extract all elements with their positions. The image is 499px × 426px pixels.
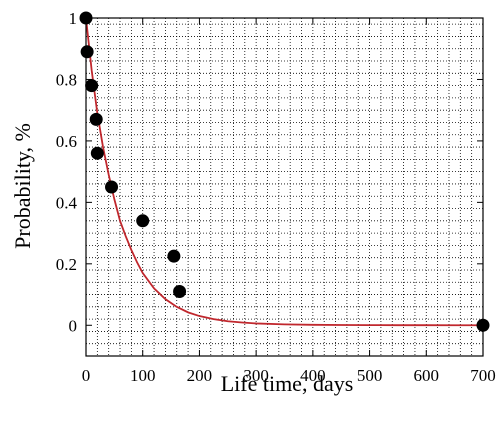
x-tick-label: 400 [300,366,326,385]
x-tick-label: 700 [470,366,496,385]
y-axis-title: Probability, % [10,123,35,249]
data-point [173,284,187,298]
x-tick-label: 0 [82,366,91,385]
x-tick-labels: 0 100 200 300 400 500 600 700 [82,366,496,385]
y-tick-label: 0.2 [56,255,77,274]
y-tick-label: 0.4 [56,193,78,212]
data-points [79,11,490,332]
x-tick-label: 100 [130,366,156,385]
x-axis-title: Life time, days [221,371,354,396]
y-tick-labels: 0 0.2 0.4 0.6 0.8 1 [56,9,78,335]
data-point [90,146,104,160]
data-point [80,45,94,59]
plot-border [85,17,484,357]
data-point [167,249,181,263]
x-tick-label: 300 [243,366,269,385]
x-tick-label: 500 [357,366,383,385]
x-tick-label: 200 [187,366,213,385]
data-point [105,180,119,194]
y-tick-label: 0.6 [56,132,77,151]
grid [86,18,483,356]
x-tick-label: 600 [414,366,440,385]
data-point [85,79,99,93]
y-tick-label: 1 [69,9,78,28]
y-tick-label: 0.8 [56,70,77,89]
data-point [136,214,150,228]
plot-frame [85,17,484,357]
data-point [89,112,103,126]
y-tick-label: 0 [69,316,78,335]
axis-ticks [85,17,484,356]
